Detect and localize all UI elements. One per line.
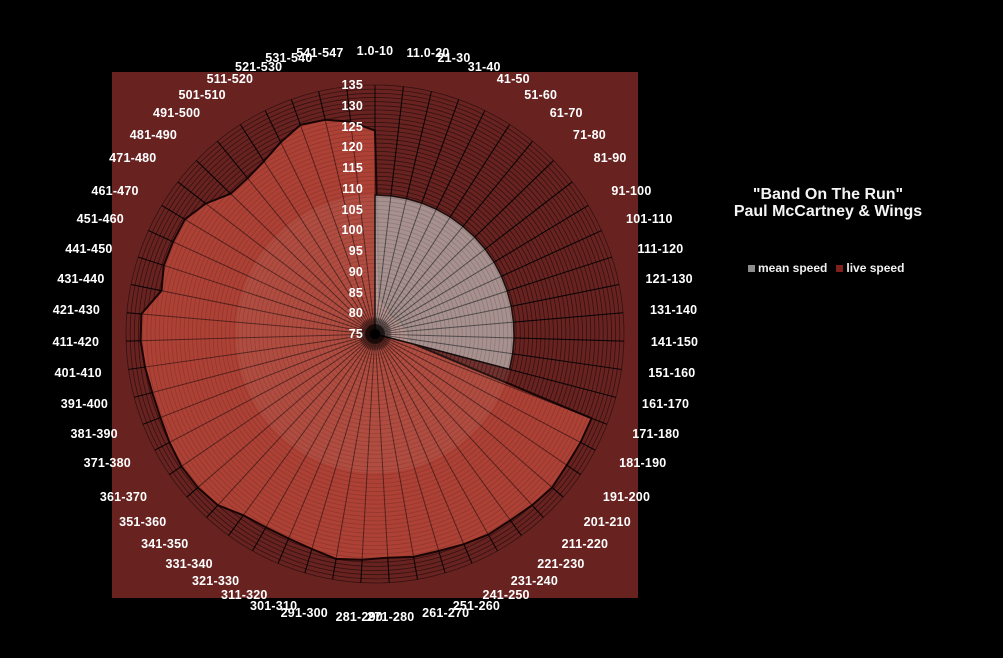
grid-rings-overlay bbox=[125, 84, 625, 584]
mean-speed-swatch-icon bbox=[748, 264, 755, 272]
live-speed-swatch-icon bbox=[836, 264, 844, 272]
chart-title-line1: "Band On The Run" bbox=[752, 186, 904, 203]
center-hub bbox=[359, 318, 391, 350]
legend-label-live-speed: live speed bbox=[846, 261, 905, 275]
legend-label-mean-speed: mean speed bbox=[758, 261, 828, 275]
legend-item-mean-speed: mean speed bbox=[748, 261, 827, 275]
chart-title: "Band On The Run" Paul McCartney & Wings bbox=[693, 186, 963, 220]
mean-speed-area bbox=[374, 194, 515, 371]
grid-spokes-overlay bbox=[126, 85, 624, 583]
chart-title-line2: Paul McCartney & Wings bbox=[733, 203, 923, 220]
legend-item-live-speed: live speed bbox=[836, 261, 904, 275]
legend: mean speed live speed bbox=[748, 261, 904, 275]
